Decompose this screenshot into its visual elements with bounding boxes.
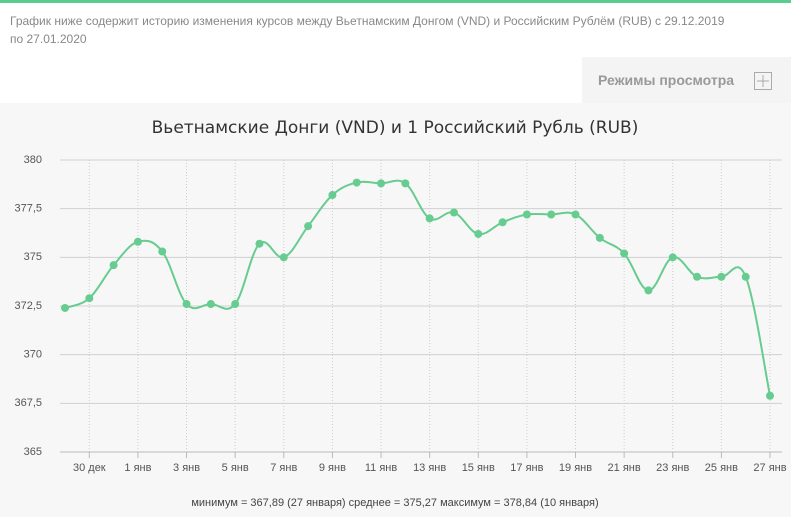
top-border [0, 0, 791, 3]
x-tick-label: 5 янв [222, 462, 249, 474]
line [64, 179, 771, 396]
point [766, 391, 774, 400]
y-tick-label: 370 [24, 349, 42, 361]
x-tick-label: 13 янв [413, 462, 446, 474]
point [182, 300, 191, 309]
point [474, 229, 483, 238]
description: График ниже содержит историю изменения к… [10, 14, 725, 46]
x-tick-label: 27 янв [753, 462, 786, 474]
x-tick-label: 19 янв [559, 462, 592, 474]
point [693, 272, 702, 281]
y-tick-label: 372,5 [14, 300, 42, 312]
point [449, 208, 458, 217]
chart-title: Вьетнамские Донги (VND) и 1 Российский Р… [152, 118, 639, 138]
plus-icon[interactable] [754, 72, 772, 90]
x-tick-label: 9 янв [319, 462, 346, 474]
point [717, 272, 726, 281]
point [620, 249, 629, 258]
point [158, 247, 167, 256]
point [668, 253, 677, 262]
point [377, 179, 386, 188]
point [109, 261, 118, 270]
point [522, 210, 531, 219]
point [498, 218, 507, 227]
x-tick-label: 3 янв [173, 462, 200, 474]
point [255, 239, 264, 248]
x-tick-label: 1 янв [124, 462, 151, 474]
point [425, 214, 434, 223]
x-tick-label: 30 дек [73, 462, 106, 474]
y-tick-label: 367,5 [14, 397, 42, 409]
x-tick-label: 25 янв [705, 462, 738, 474]
point [741, 272, 750, 281]
x-tick-label: 17 янв [510, 462, 543, 474]
x-tick-label: 21 янв [608, 462, 641, 474]
point [279, 253, 288, 262]
point [571, 210, 580, 219]
point [304, 222, 313, 231]
point [133, 237, 142, 246]
y-tick-label: 380 [24, 154, 42, 166]
x-tick-label: 15 янв [462, 462, 495, 474]
point [595, 233, 604, 242]
point [328, 191, 337, 200]
x-tick-label: 7 янв [270, 462, 297, 474]
point [401, 179, 410, 188]
point [644, 286, 653, 295]
y-tick-label: 377,5 [14, 203, 42, 215]
point [547, 210, 556, 219]
x-tick-label: 23 янв [656, 462, 689, 474]
x-tick-label: 11 янв [365, 462, 398, 474]
view-modes-button[interactable]: Режимы просмотра [582, 57, 791, 103]
y-tick-label: 375 [24, 251, 42, 263]
y-tick-label: 365 [24, 446, 42, 458]
point [352, 178, 361, 187]
point [61, 303, 69, 312]
point [85, 294, 94, 303]
chart-footer: минимум = 367,89 (27 января) среднее = 3… [191, 497, 598, 509]
view-modes-label[interactable]: Режимы просмотра [598, 72, 735, 88]
point [206, 300, 215, 309]
chart: Вьетнамские Донги (VND) и 1 Российский Р… [0, 103, 791, 517]
point [231, 300, 240, 309]
